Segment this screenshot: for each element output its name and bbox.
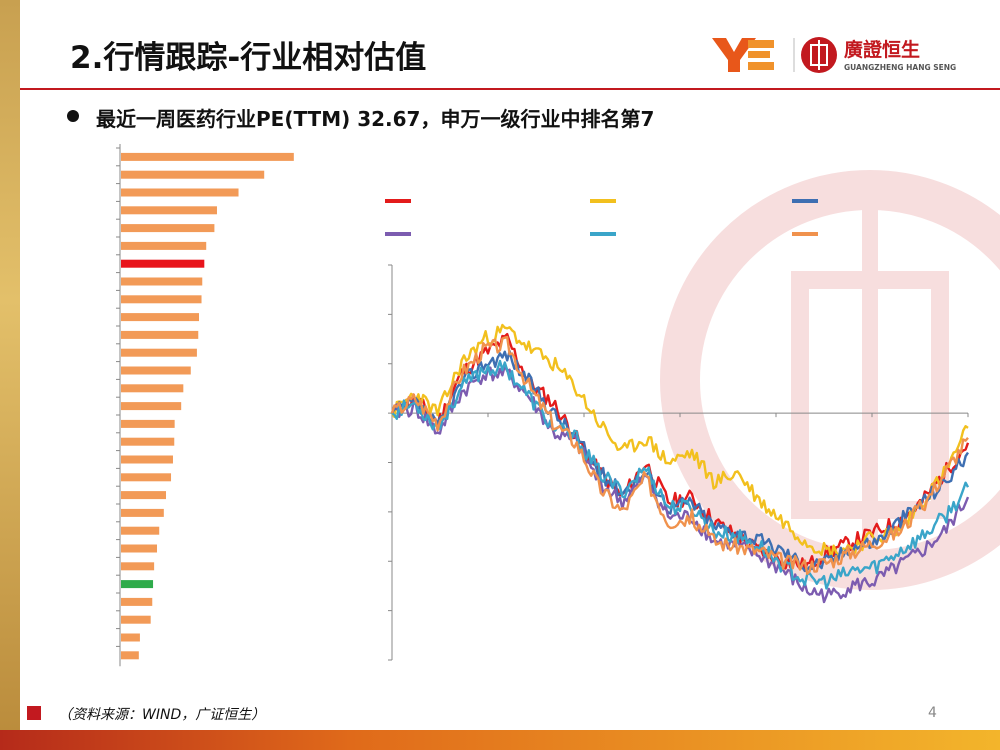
bar <box>121 419 175 428</box>
headline-text: 最近一周医药行业PE(TTM) 32.67，申万一级行业中排名第7 <box>96 107 655 131</box>
bar <box>121 313 200 322</box>
source-marker <box>27 706 41 720</box>
left-decorative-bar <box>0 0 20 750</box>
bar <box>121 651 139 660</box>
relative-performance-line-chart <box>385 199 970 661</box>
bottom-decorative-bar <box>0 730 1000 750</box>
hang-seng-emblem-icon <box>801 37 837 73</box>
bar <box>121 384 184 393</box>
series-line <box>390 349 969 573</box>
bar <box>121 597 153 606</box>
bar <box>121 455 173 464</box>
company-logo: 廣證恒生 GUANGZHENG HANG SENG <box>712 37 956 73</box>
bar <box>121 241 207 250</box>
logo-brand-en: GUANGZHENG HANG SENG <box>844 63 956 72</box>
bar <box>121 170 265 179</box>
title-divider <box>20 88 1000 90</box>
logo-brand-cn: 廣證恒生 <box>844 38 920 61</box>
bar <box>121 348 197 357</box>
series-line <box>390 335 969 575</box>
source-note: （资料来源：WIND，广证恒生） <box>58 707 266 723</box>
bar <box>121 526 160 535</box>
watermark-logo <box>660 170 1000 590</box>
bar <box>121 615 151 624</box>
bar <box>121 295 202 304</box>
page-number: 4 <box>928 705 937 721</box>
bar <box>121 562 155 571</box>
bar <box>121 330 199 339</box>
bar <box>121 491 167 500</box>
bar <box>121 508 164 517</box>
bar <box>121 473 172 482</box>
bar <box>121 259 205 268</box>
bar <box>121 580 154 589</box>
bar <box>121 402 182 411</box>
series-line <box>391 359 970 590</box>
bar <box>121 633 140 642</box>
pe-bar-chart <box>116 144 294 667</box>
bar <box>121 277 203 286</box>
ye-logo-icon <box>712 38 774 72</box>
bar <box>121 437 175 446</box>
bar <box>121 224 215 233</box>
bar <box>121 206 217 215</box>
bar <box>121 152 294 161</box>
bar <box>121 366 191 375</box>
bar <box>121 188 239 197</box>
bar <box>121 544 158 553</box>
series-line <box>390 364 970 604</box>
bullet-icon <box>67 110 79 122</box>
page-title: 2.行情跟踪-行业相对估值 <box>70 40 427 76</box>
